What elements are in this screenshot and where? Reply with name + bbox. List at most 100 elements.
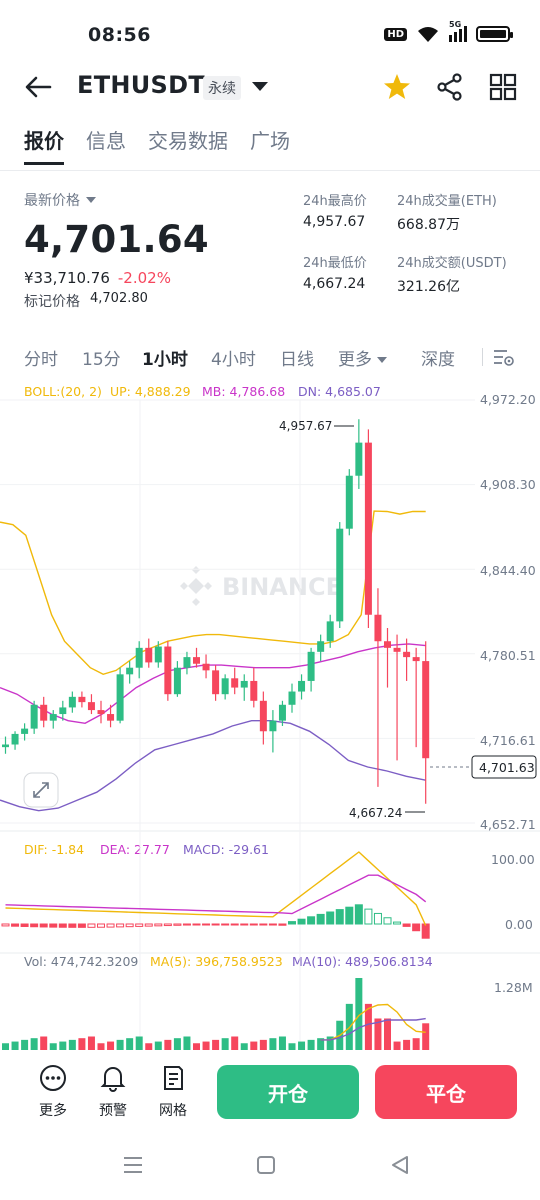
candle-body	[336, 528, 344, 622]
candle-body	[87, 702, 95, 711]
macd-histogram-bar	[316, 913, 325, 925]
volume-bar	[269, 1038, 277, 1050]
battery-icon	[476, 26, 513, 42]
symbol-title[interactable]: ETHUSDT	[77, 71, 206, 99]
chevron-down-icon	[86, 197, 96, 203]
price-tick: 4,716.61	[480, 733, 536, 748]
grid-trading-button[interactable]: 网格	[151, 1064, 195, 1120]
candle-body	[68, 696, 76, 708]
boll-label: BOLL:(20, 2)	[24, 384, 102, 399]
chart-area[interactable]: BINANCE BOLL:(20, 2) UP: 4,888.29 MB: 4,…	[0, 378, 540, 1050]
status-time: 08:56	[88, 24, 151, 46]
macd-histogram-bar	[402, 923, 411, 927]
low-24h-value: 4,667.24	[303, 276, 366, 292]
macd-histogram-bar	[288, 921, 296, 925]
candle-body	[326, 621, 334, 642]
last-price-tag: 4,701.63	[479, 760, 535, 775]
macd-value-label: MACD: -29.61	[183, 842, 269, 857]
macd-tick: 100.00	[491, 852, 535, 867]
watermark-text: BINANCE	[222, 573, 342, 601]
latest-price-selector[interactable]: 最新价格	[24, 190, 284, 210]
volume-bar	[135, 1036, 143, 1050]
macd-histogram-bar	[49, 923, 58, 928]
candle-body	[202, 663, 210, 671]
macd-histogram-bar	[68, 923, 77, 928]
grid-trading-label: 网格	[159, 1103, 187, 1119]
candle-body	[212, 670, 220, 695]
macd-histogram-bar	[297, 918, 306, 925]
symbol-dropdown-icon[interactable]	[252, 82, 268, 91]
candle-body	[40, 704, 48, 721]
macd-histogram-bar	[249, 923, 258, 926]
volume-bar	[193, 1043, 200, 1050]
candle-body	[422, 661, 430, 759]
interval-15m[interactable]: 15分	[82, 350, 121, 370]
alert-button[interactable]: 预警	[91, 1064, 135, 1120]
interval-1d[interactable]: 日线	[280, 350, 314, 370]
macd-histogram-bar	[354, 904, 363, 925]
chart-settings-icon[interactable]	[492, 346, 516, 368]
volume-bar	[212, 1039, 220, 1050]
boll-upper-line	[0, 510, 426, 676]
candle-body	[21, 728, 29, 734]
macd-histogram-bar	[412, 923, 421, 932]
macd-histogram-bar	[268, 923, 277, 926]
interval-4h[interactable]: 4小时	[211, 350, 256, 370]
macd-histogram-bar	[77, 923, 86, 928]
candle-body	[364, 442, 372, 615]
favorite-star-icon[interactable]	[382, 72, 412, 102]
macd-histogram-bar	[259, 923, 268, 926]
candle-body	[183, 657, 191, 668]
candle-body	[355, 442, 363, 476]
macd-histogram-bar	[335, 909, 344, 925]
close-position-button[interactable]: 平仓	[375, 1065, 517, 1119]
share-icon[interactable]	[435, 72, 465, 102]
candle-body	[259, 700, 267, 732]
back-arrow-icon[interactable]	[22, 72, 54, 102]
candle-body	[317, 641, 325, 652]
interval-line[interactable]: 分时	[24, 350, 58, 370]
macd-histogram-bar	[393, 921, 402, 925]
volume-bar	[278, 1036, 286, 1050]
volume-bar	[422, 1023, 430, 1050]
volume-bar	[412, 1038, 420, 1050]
interval-more[interactable]: 更多	[338, 345, 387, 370]
more-button[interactable]: 更多	[31, 1064, 75, 1120]
open-position-button[interactable]: 开仓	[217, 1065, 359, 1119]
macd-histogram-bar	[106, 923, 115, 928]
volume-bar	[11, 1041, 19, 1050]
price-block: 最新价格 4,701.64 ¥33,710.76 -2.02% 标记价格 4,7…	[24, 190, 284, 311]
binance-watermark: BINANCE	[180, 566, 342, 606]
tab-square[interactable]: 广场	[250, 129, 290, 153]
interval-depth[interactable]: 深度	[421, 350, 455, 370]
candle-body	[164, 646, 172, 695]
candle-body	[97, 710, 105, 715]
interval-1h[interactable]: 1小时	[142, 350, 188, 370]
macd-tick: 0.00	[505, 917, 533, 932]
volume-usdt-value: 321.26亿	[397, 279, 460, 295]
volume-bar	[231, 1036, 239, 1050]
fullscreen-expand-icon[interactable]	[23, 772, 59, 808]
tab-quote[interactable]: 报价	[24, 125, 64, 165]
tab-trading-data[interactable]: 交易数据	[148, 129, 228, 153]
back-nav-icon[interactable]	[390, 1155, 410, 1175]
kline-chart[interactable]: BINANCE BOLL:(20, 2) UP: 4,888.29 MB: 4,…	[0, 378, 540, 1050]
volume-bar	[259, 1039, 267, 1050]
status-bar: 08:56 HD 5G	[0, 0, 540, 70]
signal-icon: 5G	[449, 20, 467, 42]
macd-histogram-bar	[173, 923, 182, 926]
header: ETHUSDT 永续	[0, 62, 540, 112]
candle-body	[403, 651, 411, 658]
tabs-divider	[0, 170, 540, 171]
volume-bar	[107, 1041, 115, 1050]
macd-histogram-bar	[326, 911, 335, 925]
home-icon[interactable]	[256, 1155, 276, 1175]
candle-body	[11, 733, 19, 745]
candle-body	[412, 657, 420, 662]
macd-histogram-bar	[307, 916, 316, 925]
grid-layout-icon[interactable]	[488, 72, 518, 102]
recent-apps-icon[interactable]	[122, 1155, 144, 1175]
tab-info[interactable]: 信息	[86, 129, 126, 153]
candle-body	[49, 714, 57, 721]
volume-bar	[68, 1039, 76, 1050]
